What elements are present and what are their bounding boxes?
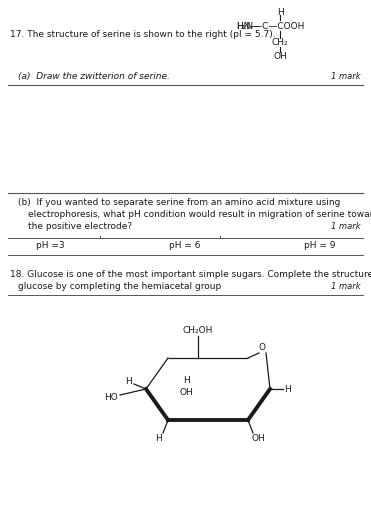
- Text: OH: OH: [273, 52, 287, 61]
- Text: H: H: [236, 22, 243, 31]
- Text: the positive electrode?: the positive electrode?: [28, 222, 132, 231]
- Text: CH₂OH: CH₂OH: [183, 326, 213, 335]
- Text: (b)  If you wanted to separate serine from an amino acid mixture using: (b) If you wanted to separate serine fro…: [18, 198, 340, 207]
- Text: O: O: [259, 343, 266, 353]
- Text: glucose by completing the hemiacetal group: glucose by completing the hemiacetal gro…: [18, 282, 221, 291]
- Text: H: H: [125, 377, 131, 386]
- Text: CH₂: CH₂: [272, 38, 288, 47]
- Text: electrophoresis, what pH condition would result in migration of serine towards: electrophoresis, what pH condition would…: [28, 210, 371, 219]
- Text: pH =3: pH =3: [36, 241, 64, 250]
- Text: 1 mark: 1 mark: [331, 222, 361, 231]
- Text: pH = 9: pH = 9: [304, 241, 336, 250]
- Text: pH = 6: pH = 6: [169, 241, 201, 250]
- Text: H: H: [284, 384, 291, 393]
- Text: OH: OH: [179, 388, 193, 397]
- Text: H: H: [277, 8, 283, 17]
- Text: ₂N—: ₂N—: [241, 22, 260, 31]
- Text: H: H: [183, 376, 189, 385]
- Text: HO: HO: [104, 392, 118, 402]
- Text: OH: OH: [251, 434, 265, 443]
- Text: 1 mark: 1 mark: [331, 282, 361, 291]
- Text: 1 mark: 1 mark: [331, 72, 361, 81]
- Text: (a)  Draw the zwitterion of serine.: (a) Draw the zwitterion of serine.: [18, 72, 170, 81]
- Text: 18. Glucose is one of the most important simple sugars. Complete the structure f: 18. Glucose is one of the most important…: [10, 270, 371, 279]
- Text: 17. The structure of serine is shown to the right (pI = 5.7).: 17. The structure of serine is shown to …: [10, 30, 276, 39]
- Text: H: H: [155, 434, 161, 443]
- Text: H₂N—C—COOH: H₂N—C—COOH: [236, 22, 304, 31]
